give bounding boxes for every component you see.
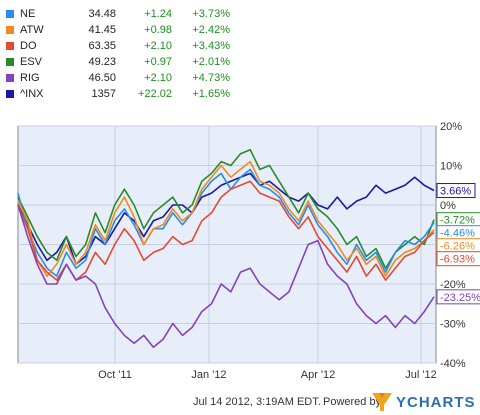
legend-row: NE 34.48 +1.24 +3.73% — [4, 6, 264, 22]
legend-percent: +3.43% — [192, 40, 230, 52]
end-label: -6.26% — [440, 241, 475, 253]
legend-percent: +2.01% — [192, 56, 230, 68]
legend-percent: +1.65% — [192, 88, 230, 100]
legend-percent: +3.73% — [192, 8, 230, 20]
y-tick-label: -40% — [440, 358, 466, 370]
series-line-atw — [17, 160, 435, 277]
legend-change: +2.10 — [144, 40, 172, 52]
legend-price: 1357 — [91, 88, 116, 100]
legend-change: +1.24 — [144, 8, 172, 20]
x-tick-label: Oct '11 — [98, 369, 132, 381]
legend-price: 34.48 — [88, 8, 116, 20]
legend-symbol: RIG — [20, 72, 40, 84]
footer: Jul 14 2012, 3:19AM EDT. Powered by YCHA… — [0, 389, 480, 415]
end-label: -3.72% — [440, 215, 475, 227]
legend-symbol: ATW — [20, 24, 44, 36]
timestamp: Jul 14 2012, 3:19AM EDT. — [193, 396, 321, 408]
legend-price: 49.23 — [88, 56, 116, 68]
legend-swatch — [6, 74, 14, 82]
legend-row: ESV 49.23 +0.97 +2.01% — [4, 54, 264, 70]
legend-row: RIG 46.50 +2.10 +4.73% — [4, 70, 264, 86]
y-tick-label: -20% — [440, 279, 466, 291]
legend-price: 46.50 — [88, 72, 116, 84]
y-tick-label: 10% — [440, 161, 462, 173]
legend-change: +0.97 — [144, 56, 172, 68]
legend-symbol: DO — [20, 40, 37, 52]
y-tick-label: -30% — [440, 319, 466, 331]
y-tick-label: 0% — [440, 200, 456, 212]
y-tick-label: 20% — [440, 121, 462, 133]
legend-change: +0.98 — [144, 24, 172, 36]
legend-symbol: ESV — [20, 56, 43, 68]
legend-row: ^INX 1357 +22.02 +1.65% — [4, 86, 264, 102]
series-line-ne — [17, 168, 435, 277]
legend-row: DO 63.35 +2.10 +3.43% — [4, 38, 264, 54]
legend-price: 63.35 — [88, 40, 116, 52]
end-label-box — [436, 289, 480, 305]
legend-percent: +2.42% — [192, 24, 230, 36]
legend-change: +22.02 — [138, 88, 172, 100]
series-line-do — [17, 180, 435, 281]
end-label: -4.46% — [440, 228, 475, 240]
x-tick-label: Jan '12 — [191, 369, 226, 381]
end-label-box — [436, 251, 480, 267]
ycharts-logo-icon — [372, 393, 392, 411]
legend-symbol: NE — [20, 8, 36, 20]
x-tick-label: Apr '12 — [301, 369, 336, 381]
legend-price: 41.45 — [88, 24, 116, 36]
end-label-box — [436, 183, 476, 199]
series-line-esv — [17, 148, 435, 270]
series-line-rig — [17, 204, 435, 349]
legend-change: +2.10 — [144, 72, 172, 84]
legend-swatch — [6, 58, 14, 66]
legend-row: ATW 41.45 +0.98 +2.42% — [4, 22, 264, 38]
legend-swatch — [6, 42, 14, 50]
legend-symbol: ^INX — [20, 88, 44, 100]
x-tick-label: Jul '12 — [405, 369, 436, 381]
legend-swatch — [6, 90, 14, 98]
legend-percent: +4.73% — [192, 72, 230, 84]
end-label: 3.66% — [440, 186, 471, 198]
legend-swatch — [6, 26, 14, 34]
legend-swatch — [6, 10, 14, 18]
ycharts-logo-text: YCHARTS — [396, 394, 476, 411]
end-label: -6.93% — [440, 254, 475, 266]
legend: NE 34.48 +1.24 +3.73% ATW 41.45 +0.98 +2.42% DO 6… — [4, 6, 264, 102]
powered-by-label: Powered by — [323, 396, 382, 408]
end-label: -23.25% — [440, 292, 480, 304]
